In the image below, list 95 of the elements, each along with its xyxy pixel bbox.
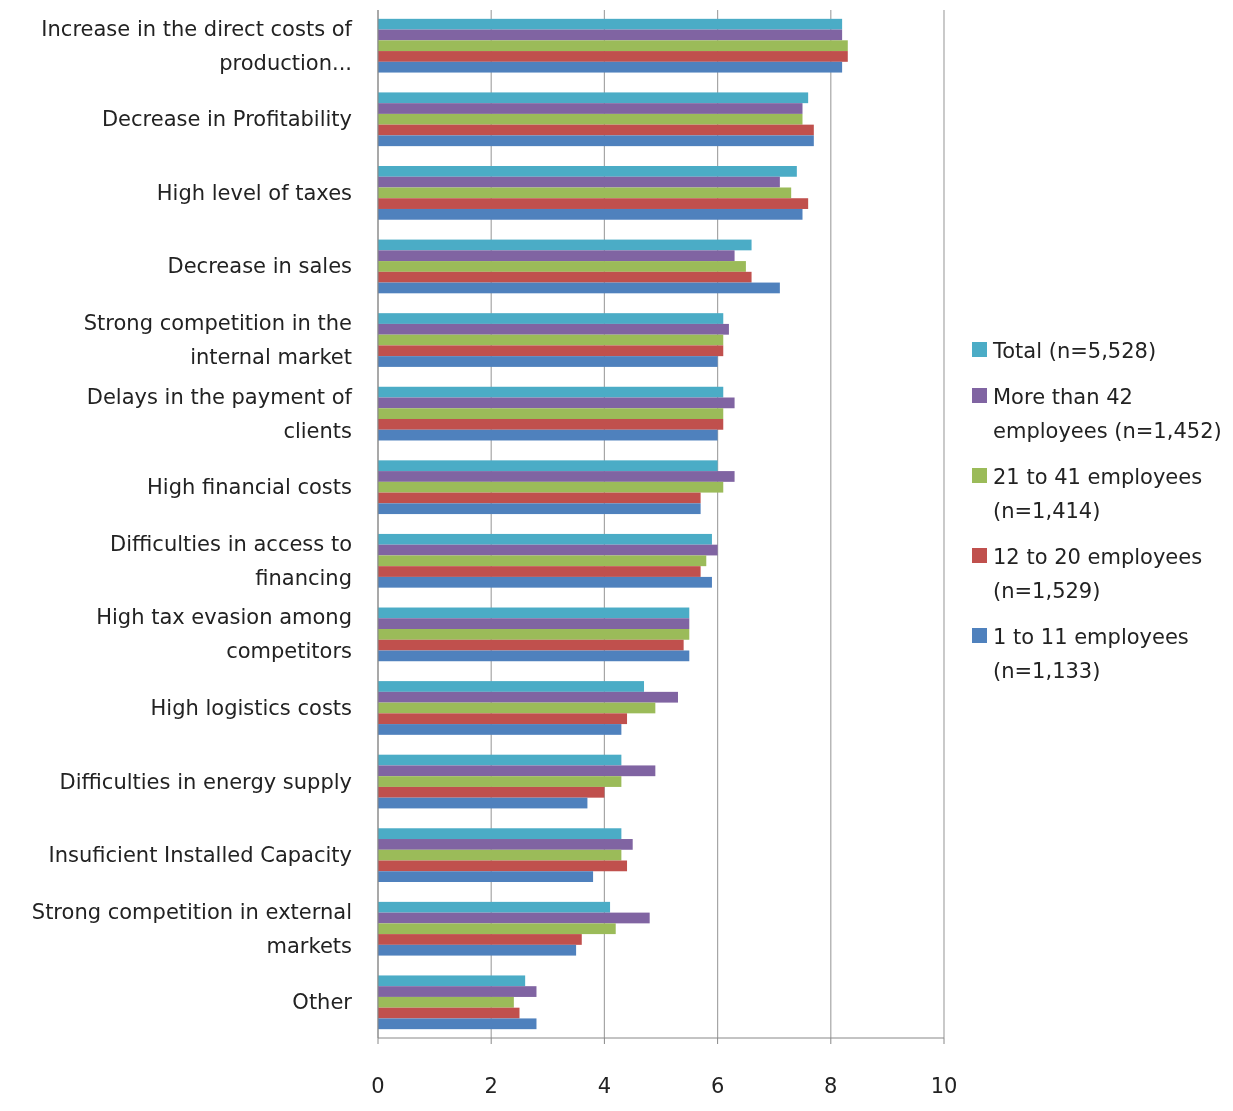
y-tick-label: Delays in the payment of clients	[86, 384, 353, 443]
bar	[378, 912, 650, 924]
bar	[378, 786, 605, 798]
x-tick-label: 0	[371, 1074, 385, 1098]
x-tick-label: 8	[824, 1074, 838, 1098]
bar	[378, 418, 724, 430]
y-tick-label: High level of taxes	[156, 180, 352, 205]
bar	[378, 629, 690, 640]
bar	[378, 492, 701, 504]
bar	[378, 923, 616, 935]
bar	[378, 996, 514, 1008]
x-tick-label: 6	[710, 1074, 725, 1098]
bar	[378, 702, 656, 714]
bar	[378, 323, 729, 335]
bar	[378, 776, 622, 787]
bar	[378, 555, 707, 567]
y-tick-label: Difficulties in access to financing	[110, 531, 352, 590]
bar	[378, 607, 690, 619]
y-tick-label: High tax evasion among competitors	[96, 605, 352, 664]
x-tick-label: 2	[484, 1074, 498, 1098]
bar	[378, 51, 848, 62]
bar	[378, 460, 718, 472]
bar	[378, 18, 843, 30]
bar	[378, 1007, 520, 1019]
bar	[378, 618, 690, 630]
bar	[378, 713, 628, 725]
bar	[378, 566, 701, 577]
bar	[378, 576, 712, 588]
y-tick-label: Difficulties in energy supply	[59, 769, 352, 794]
y-tick-label: Decrease in Profitability	[101, 107, 352, 132]
bar	[378, 503, 701, 515]
bar	[378, 176, 780, 188]
bar	[378, 386, 724, 398]
bar	[378, 313, 724, 324]
y-tick-label: Other	[292, 990, 353, 1015]
legend-label: 1 to 11 employees (n=1,133)	[993, 625, 1189, 683]
bar	[378, 828, 622, 840]
y-tick-label: Decrease in sales	[167, 254, 352, 279]
bar	[378, 198, 809, 209]
legend-label: Total (n=5,528)	[992, 339, 1157, 363]
bar	[378, 40, 848, 52]
bar	[378, 533, 712, 545]
bar	[378, 250, 735, 262]
bar	[378, 944, 577, 956]
bar	[378, 408, 724, 419]
bar	[378, 754, 622, 766]
x-tick-label: 10	[930, 1074, 958, 1098]
bar	[378, 681, 645, 692]
bar	[378, 934, 582, 945]
bar	[378, 871, 594, 882]
bar	[378, 29, 843, 41]
y-tick-label: Strong competition in the internal market	[83, 311, 352, 370]
bar	[378, 691, 678, 703]
bar	[378, 135, 814, 147]
legend-label: 21 to 41 employees (n=1,414)	[993, 465, 1203, 523]
bar	[378, 975, 526, 987]
bar	[378, 839, 633, 850]
bar	[378, 187, 792, 199]
legend-label: More than 42 employees (n=1,452)	[993, 385, 1222, 443]
x-tick-label: 4	[597, 1074, 612, 1098]
bar	[378, 334, 724, 346]
y-tick-label: Strong competition in external markets	[31, 899, 352, 958]
bar	[378, 724, 622, 735]
bar	[378, 397, 735, 409]
bar	[378, 271, 752, 283]
bar	[378, 166, 797, 177]
bar	[378, 208, 803, 220]
bar	[378, 901, 611, 913]
bar	[378, 860, 628, 872]
bar	[378, 797, 588, 809]
y-tick-label: High financial costs	[147, 475, 352, 500]
bar	[378, 356, 718, 367]
bar	[378, 986, 537, 997]
bar	[378, 639, 684, 651]
bar	[378, 61, 843, 73]
y-tick-label: Increase in the direct costs of production...	[41, 16, 353, 75]
bar	[378, 345, 724, 357]
bar	[378, 765, 656, 777]
bar	[378, 239, 752, 251]
bar	[378, 471, 735, 482]
bar	[378, 650, 690, 662]
bar	[378, 261, 746, 272]
bar	[378, 113, 803, 125]
legend-label: 12 to 20 employees (n=1,529)	[993, 545, 1203, 603]
bar	[378, 92, 809, 104]
y-tick-label: High logistics costs	[150, 695, 352, 720]
y-tick-label: Insuficient Installed Capacity	[48, 843, 352, 868]
bar	[378, 124, 814, 136]
bar	[378, 544, 718, 556]
bar	[378, 849, 622, 861]
bar	[378, 282, 780, 294]
bar	[378, 1018, 537, 1030]
bar	[378, 103, 803, 114]
bar	[378, 429, 718, 441]
bar	[378, 481, 724, 493]
